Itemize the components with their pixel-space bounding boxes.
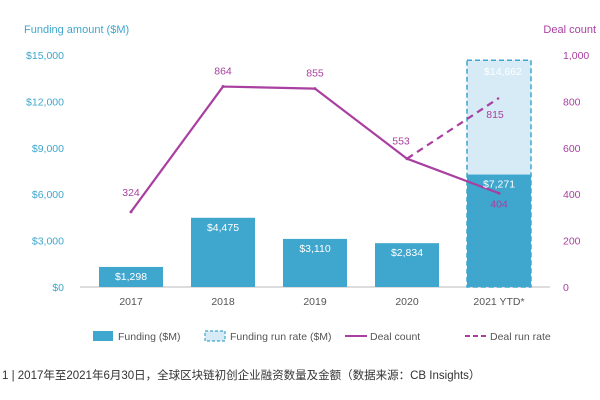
deal-count-point: [129, 210, 133, 214]
legend-item-deal-count: Deal count: [345, 331, 420, 343]
left-tick-label: $15,000: [26, 50, 64, 62]
deal-run-rate-label: 815: [486, 109, 504, 121]
legend: Funding ($M) Funding run rate ($M) Deal co…: [93, 330, 551, 343]
legend-label: Funding ($M): [118, 331, 180, 343]
deal-count-label: 553: [392, 136, 410, 148]
legend-swatch-funding: [93, 331, 113, 341]
funding-bar: [467, 174, 531, 287]
funding-bar-label: $3,110: [299, 243, 330, 255]
deal-count-point: [221, 85, 225, 89]
funding-bar-label: $1,298: [115, 271, 147, 283]
funding-bar: [283, 238, 347, 287]
category-label: 2020: [395, 296, 419, 308]
right-tick-label: 200: [563, 236, 581, 248]
right-tick-label: 0: [563, 282, 569, 294]
axes: Funding amount ($M) Deal count $0 $3,000 $6,…: [24, 24, 596, 308]
right-tick-label: 1,000: [563, 50, 589, 62]
legend-label: Deal count: [370, 331, 420, 343]
deal-count-point: [497, 191, 501, 195]
right-tick-label: 800: [563, 96, 581, 108]
deal-count-label: 864: [214, 66, 232, 78]
figure-caption: 1 | 2017年至2021年6月30日，全球区块链初创企业融资数量及金额（数据…: [2, 368, 480, 382]
legend-swatch-run-rate: [204, 330, 226, 342]
legend-label: Deal run rate: [490, 331, 551, 343]
left-tick-label: $6,000: [32, 189, 64, 201]
legend-item-funding: Funding ($M): [93, 331, 180, 343]
legend-item-deal-run-rate: Deal run rate: [465, 331, 551, 343]
funding-bar: [375, 243, 439, 287]
deal-count-label: 404: [490, 198, 508, 210]
left-tick-label: $3,000: [32, 236, 64, 248]
legend-label: Funding run rate ($M): [230, 331, 332, 343]
funding-bar-label: $2,834: [391, 247, 423, 259]
funding-bar: [99, 266, 163, 287]
lines: [129, 85, 501, 214]
bars: [99, 59, 532, 288]
legend-item-funding-run-rate: Funding run rate ($M): [204, 330, 332, 343]
right-axis-title: Deal count: [543, 24, 596, 36]
left-tick-label: $9,000: [32, 143, 64, 155]
category-label: 2021 YTD*: [473, 296, 524, 308]
deal-count-point: [313, 87, 317, 91]
funding-bar-label: $4,475: [207, 222, 239, 234]
right-tick-label: 600: [563, 143, 581, 155]
right-tick-label: 400: [563, 189, 581, 201]
category-label: 2017: [119, 296, 143, 308]
deal-count-line: [130, 85, 500, 213]
funding-run-rate-label: $14,662: [484, 66, 522, 78]
left-tick-label: $12,000: [26, 96, 64, 108]
funding-bar-label: $7,271: [483, 179, 515, 191]
funding-bar: [191, 217, 255, 287]
left-axis-title: Funding amount ($M): [24, 24, 129, 36]
deal-count-label: 324: [122, 187, 140, 199]
data-labels: $1,298 $4,475 $3,110 $2,834 $7,271 $14,662 324…: [115, 66, 522, 283]
deal-count-label: 855: [306, 68, 324, 80]
deal-run-rate-line: [406, 97, 500, 160]
left-tick-label: $0: [52, 282, 64, 294]
category-label: 2019: [303, 296, 327, 308]
category-label: 2018: [211, 296, 235, 308]
